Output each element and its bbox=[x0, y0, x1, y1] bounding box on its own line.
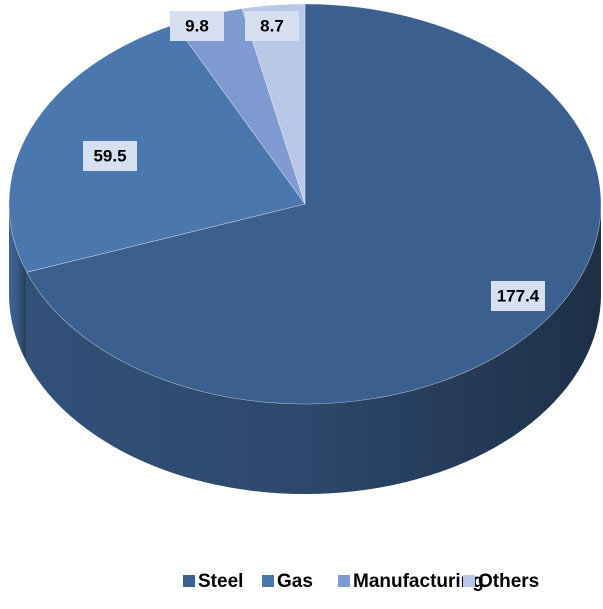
data-label: 59.5 bbox=[93, 146, 126, 165]
legend-swatch bbox=[262, 575, 274, 587]
data-label-box bbox=[170, 11, 224, 41]
pie-slice bbox=[241, 3, 306, 205]
pie-slice bbox=[26, 3, 602, 405]
legend-swatch bbox=[183, 575, 195, 587]
data-label-box bbox=[83, 141, 137, 171]
data-label-box bbox=[245, 11, 299, 41]
legend-label: Manufacturing bbox=[353, 571, 484, 592]
data-label: 9.8 bbox=[185, 16, 209, 35]
legend-label: Others bbox=[478, 571, 539, 592]
data-labels: 177.4 59.5 9.8 8.7 bbox=[83, 11, 545, 311]
data-label: 8.7 bbox=[260, 16, 284, 35]
pie-tops bbox=[8, 3, 602, 405]
pie-side-shade bbox=[9, 204, 27, 363]
pie-slice bbox=[8, 24, 306, 273]
legend-swatch bbox=[463, 575, 475, 587]
pie-sides bbox=[9, 204, 601, 495]
data-label-box bbox=[491, 281, 545, 311]
data-label: 177.4 bbox=[497, 286, 540, 305]
pie-side-shade bbox=[26, 204, 601, 495]
legend-swatch bbox=[338, 575, 350, 587]
legend-label: Steel bbox=[198, 571, 243, 592]
legend-label: Gas bbox=[277, 571, 313, 592]
